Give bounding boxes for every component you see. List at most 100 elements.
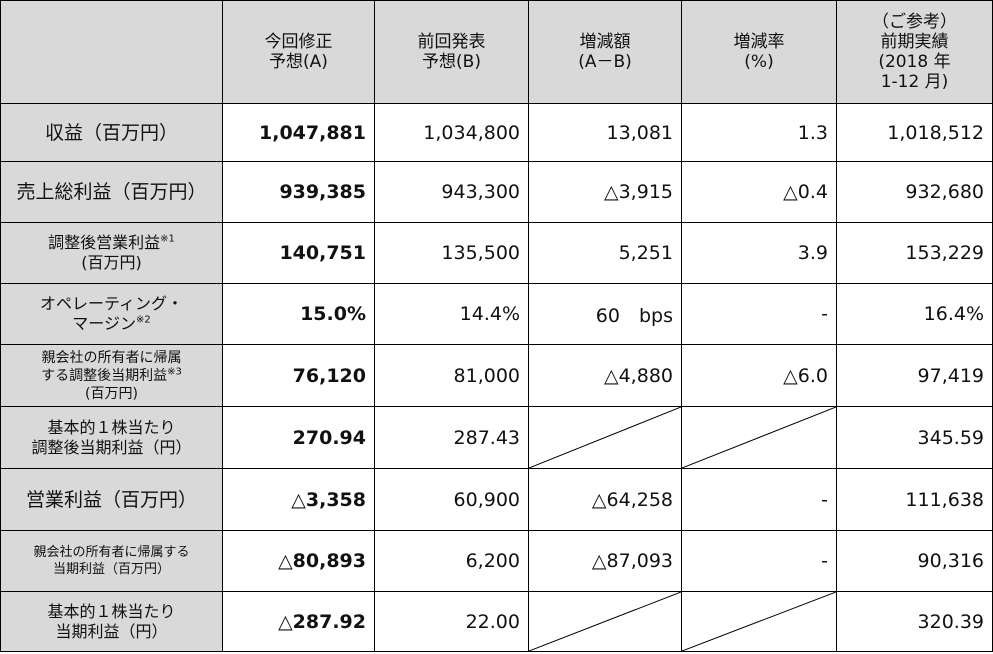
footnote-marker: ※2 bbox=[135, 314, 151, 326]
previous-forecast-value: 22.00 bbox=[374, 591, 529, 652]
row-label: 調整後営業利益※1 (百万円) bbox=[0, 222, 223, 284]
prior-year-value: 90,316 bbox=[836, 530, 993, 592]
row-label-line: (百万円) bbox=[85, 385, 138, 402]
change-rate-value: - bbox=[681, 530, 837, 592]
row-label-line: 親会社の所有者に帰属 bbox=[41, 349, 182, 366]
table-row: 親会社の所有者に帰属する 当期利益（百万円） △80,893 6,200 △87… bbox=[0, 530, 993, 592]
change-amount-value: △4,880 bbox=[528, 344, 682, 407]
change-rate-value: 3.9 bbox=[681, 222, 837, 284]
header-corner bbox=[0, 0, 223, 104]
previous-forecast-value: 287.43 bbox=[374, 406, 529, 469]
table-row: 基本的１株当たり 当期利益（円） △287.92 22.00 320.39 bbox=[0, 591, 993, 652]
footnote-marker: ※3 bbox=[167, 365, 182, 377]
row-label-line: (百万円) bbox=[81, 253, 142, 272]
previous-forecast-value: 81,000 bbox=[374, 344, 529, 407]
row-label-line: マージン※2 bbox=[9, 314, 214, 334]
current-forecast-value: 939,385 bbox=[222, 161, 375, 223]
diagonal-slash bbox=[682, 407, 836, 468]
change-rate-value: - bbox=[681, 283, 837, 345]
prior-year-value: 932,680 bbox=[836, 161, 993, 223]
table-row: 営業利益（百万円） △3,358 60,900 △64,258 - 111,63… bbox=[0, 468, 993, 531]
prior-year-value: 320.39 bbox=[836, 591, 993, 652]
change-amount-value: 5,251 bbox=[528, 222, 682, 284]
prior-year-value: 1,018,512 bbox=[836, 103, 993, 162]
header-prior-year-line1: （ご参考） bbox=[872, 12, 957, 32]
row-label-line: 親会社の所有者に帰属する bbox=[33, 545, 190, 560]
header-change-rate-line2: (%) bbox=[744, 52, 774, 72]
diagonal-slash bbox=[529, 407, 681, 468]
header-change-amount: 増減額 (A－B) bbox=[528, 0, 682, 104]
previous-forecast-value: 1,034,800 bbox=[374, 103, 529, 162]
row-label: 基本的１株当たり 調整後当期利益（円） bbox=[0, 406, 223, 469]
row-label-line: する調整後当期利益※3 bbox=[9, 365, 214, 385]
previous-forecast-value: 943,300 bbox=[374, 161, 529, 223]
change-amount-value: 60 bps bbox=[528, 283, 682, 345]
row-label: 収益（百万円） bbox=[0, 103, 223, 162]
prior-year-value: 153,229 bbox=[836, 222, 993, 284]
header-prior-year-line4: 1-12 月) bbox=[880, 72, 949, 92]
previous-forecast-value: 135,500 bbox=[374, 222, 529, 284]
change-amount-value: △64,258 bbox=[528, 468, 682, 531]
current-forecast-value: △80,893 bbox=[222, 530, 375, 592]
table-row: 基本的１株当たり 調整後当期利益（円） 270.94 287.43 345.59 bbox=[0, 406, 993, 469]
row-label-line: 売上総利益（百万円） bbox=[16, 181, 207, 203]
current-forecast-value: △3,358 bbox=[222, 468, 375, 531]
row-label-text: 調整後営業利益 bbox=[48, 233, 161, 252]
current-forecast-value: △287.92 bbox=[222, 591, 375, 652]
row-label: 売上総利益（百万円） bbox=[0, 161, 223, 223]
row-label-text: マージン bbox=[72, 314, 136, 333]
row-label: 親会社の所有者に帰属する 当期利益（百万円） bbox=[0, 530, 223, 592]
header-prior-year-results: （ご参考） 前期実績 (2018 年 1-12 月) bbox=[836, 0, 993, 104]
row-label: 親会社の所有者に帰属 する調整後当期利益※3 (百万円) bbox=[0, 344, 223, 407]
prior-year-value: 97,419 bbox=[836, 344, 993, 407]
row-label-line: 営業利益（百万円） bbox=[25, 488, 197, 511]
table-row: 売上総利益（百万円） 939,385 943,300 △3,915 △0.4 9… bbox=[0, 161, 993, 223]
row-label-line: オペレーティング・ bbox=[39, 294, 184, 313]
row-label-line: 基本的１株当たり bbox=[47, 417, 176, 437]
table-row: 親会社の所有者に帰属 する調整後当期利益※3 (百万円) 76,120 81,0… bbox=[0, 344, 993, 407]
previous-forecast-value: 14.4% bbox=[374, 283, 529, 345]
change-amount-value: △87,093 bbox=[528, 530, 682, 592]
header-row: 今回修正 予想(A) 前回発表 予想(B) 増減額 (A－B) 増減率 (%) … bbox=[0, 0, 993, 104]
row-label-line: 調整後当期利益（円） bbox=[31, 437, 192, 457]
prior-year-value: 345.59 bbox=[836, 406, 993, 469]
current-forecast-value: 15.0% bbox=[222, 283, 375, 345]
previous-forecast-value: 6,200 bbox=[374, 530, 529, 592]
not-applicable-cell bbox=[528, 406, 682, 469]
change-amount-value: △3,915 bbox=[528, 161, 682, 223]
header-previous-forecast-line1: 前回発表 bbox=[417, 32, 486, 52]
table-row: オペレーティング・ マージン※2 15.0% 14.4% 60 bps - 16… bbox=[0, 283, 993, 345]
header-previous-forecast: 前回発表 予想(B) bbox=[374, 0, 529, 104]
row-label-line: 基本的１株当たり bbox=[47, 601, 176, 621]
header-prior-year-line3: (2018 年 bbox=[878, 52, 951, 72]
header-previous-forecast-line2: 予想(B) bbox=[422, 52, 481, 72]
table-row: 調整後営業利益※1 (百万円) 140,751 135,500 5,251 3.… bbox=[0, 222, 993, 284]
change-rate-value: 1.3 bbox=[681, 103, 837, 162]
current-forecast-value: 270.94 bbox=[222, 406, 375, 469]
header-current-forecast: 今回修正 予想(A) bbox=[222, 0, 375, 104]
change-rate-value: △6.0 bbox=[681, 344, 837, 407]
current-forecast-value: 76,120 bbox=[222, 344, 375, 407]
row-label: 営業利益（百万円） bbox=[0, 468, 223, 531]
header-change-rate-line1: 増減率 bbox=[733, 32, 785, 52]
header-current-forecast-line2: 予想(A) bbox=[269, 52, 328, 72]
header-change-amount-line2: (A－B) bbox=[578, 52, 632, 72]
prior-year-value: 16.4% bbox=[836, 283, 993, 345]
row-label-line: 調整後営業利益※1 bbox=[9, 233, 214, 253]
change-rate-value: △0.4 bbox=[681, 161, 837, 223]
header-change-amount-line1: 増減額 bbox=[579, 32, 631, 52]
footnote-marker: ※1 bbox=[160, 233, 175, 245]
header-prior-year-line2: 前期実績 bbox=[880, 32, 949, 52]
row-label-line: 当期利益（百万円） bbox=[52, 562, 170, 577]
row-label: オペレーティング・ マージン※2 bbox=[0, 283, 223, 345]
not-applicable-cell bbox=[681, 591, 837, 652]
row-label: 基本的１株当たり 当期利益（円） bbox=[0, 591, 223, 652]
not-applicable-cell bbox=[528, 591, 682, 652]
diagonal-slash bbox=[529, 592, 681, 651]
change-rate-value: - bbox=[681, 468, 837, 531]
change-amount-value: 13,081 bbox=[528, 103, 682, 162]
diagonal-slash bbox=[682, 592, 836, 651]
row-label-text: する調整後当期利益 bbox=[41, 367, 168, 384]
not-applicable-cell bbox=[681, 406, 837, 469]
